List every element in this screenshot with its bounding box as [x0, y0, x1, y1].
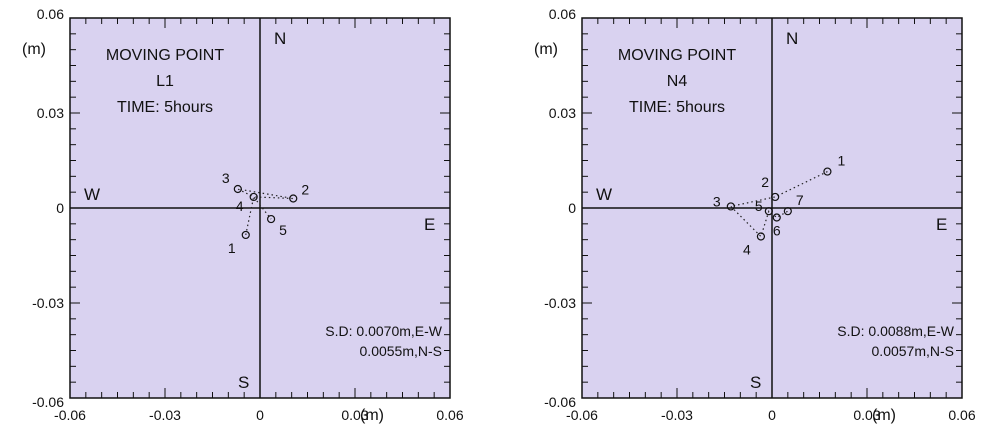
x-tick-label: -0.06: [566, 407, 598, 423]
annotation-line: TIME: 5hours: [629, 99, 725, 116]
y-tick-label: 0.06: [549, 6, 576, 22]
data-point: [726, 202, 735, 211]
annotation-line: MOVING POINT: [618, 47, 736, 64]
y-tick-label: 0: [56, 200, 64, 216]
y-tick-label: -0.03: [544, 295, 576, 311]
y-tick-label: -0.03: [32, 295, 64, 311]
point-label: 2: [761, 174, 769, 190]
x-tick-label: -0.06: [54, 407, 86, 423]
point-label: 5: [279, 222, 287, 238]
chart-panel-2: N S W E -0.06 -0.03 0 0.03 0.06 0.06 0.03 0 -0.03 -0.…: [534, 6, 976, 424]
data-point: [783, 207, 792, 216]
x-tick-label: 0.03: [853, 407, 880, 423]
stats-ns: 0.0057m,N-S: [872, 343, 954, 359]
stats-ew: S.D: 0.0088m,E-W: [837, 323, 954, 339]
point-label: 7: [796, 192, 804, 208]
data-point: [772, 213, 781, 222]
point-label: 2: [301, 182, 309, 198]
y-unit-label: (m): [534, 41, 558, 58]
y-tick-label: 0.06: [37, 6, 64, 22]
point-label: 5: [755, 198, 763, 214]
stats-ns: 0.0055m,N-S: [360, 343, 442, 359]
compass-south: S: [238, 373, 249, 392]
axis-ticks: [581, 17, 963, 399]
point-label: 4: [743, 242, 751, 258]
point-label: 4: [236, 198, 244, 214]
x-tick-label: -0.03: [149, 407, 181, 423]
y-tick-label: -0.06: [544, 394, 576, 410]
data-point: [771, 192, 780, 202]
y-tick-label: 0: [568, 200, 576, 216]
x-tick-label: 0: [256, 407, 264, 423]
point-label: 3: [713, 193, 721, 209]
data-point: [233, 184, 242, 194]
x-unit-label: (m): [360, 407, 384, 424]
compass-west: W: [84, 185, 100, 204]
x-tick-label: 0: [768, 407, 776, 423]
data-point: [756, 232, 766, 241]
y-unit-label: (m): [22, 41, 46, 58]
annotation-line: L1: [156, 73, 174, 90]
compass-north: N: [274, 29, 286, 48]
compass-east: E: [936, 215, 947, 234]
annotation-line: MOVING POINT: [106, 47, 224, 64]
stats-ew: S.D: 0.0070m,E-W: [325, 323, 442, 339]
data-point: [249, 192, 258, 202]
x-tick-label: 0.03: [341, 407, 368, 423]
point-label: 1: [838, 153, 846, 169]
compass-west: W: [596, 185, 612, 204]
data-point: [266, 214, 276, 224]
compass-east: E: [424, 215, 435, 234]
movement-path: [237, 188, 294, 236]
data-point: [764, 207, 773, 216]
x-tick-label: -0.03: [661, 407, 693, 423]
data-point: [241, 230, 250, 240]
point-label: 1: [228, 240, 236, 256]
y-tick-label: 0.03: [37, 105, 64, 121]
x-tick-label: 0.06: [948, 407, 975, 423]
x-unit-label: (m): [872, 407, 896, 424]
data-point: [289, 194, 298, 203]
y-tick-label: -0.06: [32, 394, 64, 410]
data-point: [823, 167, 832, 176]
y-tick-label: 0.03: [549, 105, 576, 121]
point-label: 6: [773, 223, 781, 239]
compass-south: S: [750, 373, 761, 392]
chart-panel-1: N S W E -0.06 -0.03 0 0.03 0.06 0.06 0.03 0 -0.03 -0.…: [22, 6, 464, 424]
annotation-line: TIME: 5hours: [117, 99, 213, 116]
point-label: 3: [222, 170, 230, 186]
axis-ticks: [69, 17, 451, 399]
annotation-line: N4: [667, 73, 688, 90]
compass-north: N: [786, 29, 798, 48]
x-tick-label: 0.06: [436, 407, 463, 423]
